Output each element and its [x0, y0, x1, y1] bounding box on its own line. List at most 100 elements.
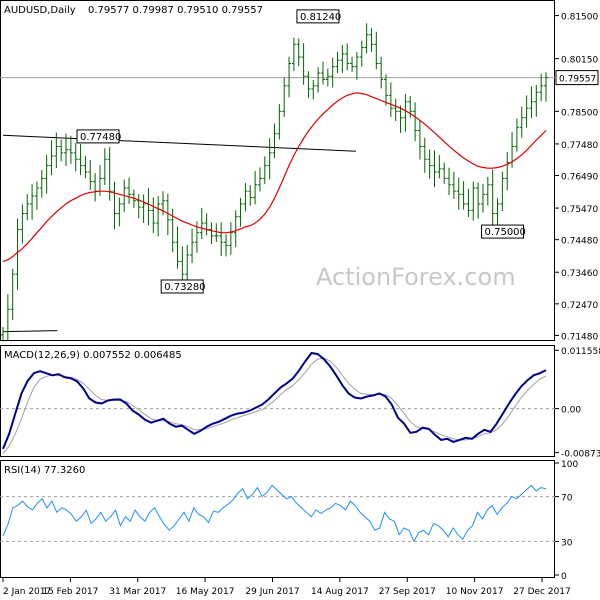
price-tick-label: 0.80150 [561, 56, 598, 66]
macd-tick-label: -0.00873 [561, 450, 600, 460]
price-bar [141, 194, 146, 223]
macd-tick-label: 0.011558 [561, 347, 600, 357]
price-bar [325, 68, 330, 87]
x-tick-label: 29 Jun 2017 [245, 587, 299, 597]
price-bar [427, 149, 432, 179]
x-tick-label: 16 May 2017 [176, 587, 235, 597]
price-bar [49, 140, 54, 176]
price-bar [112, 181, 117, 230]
price-bar [442, 162, 447, 184]
rsi-tick-label: 70 [561, 494, 573, 504]
price-bar [233, 210, 238, 248]
chart-symbol: AUDUSD,Daily [4, 5, 76, 16]
price-tick-label: 0.75470 [561, 205, 598, 215]
rsi-lines [2, 484, 547, 543]
price-tick-label: 0.73460 [561, 269, 598, 279]
price-bar [83, 155, 88, 179]
watermark: ActionForex.com [316, 263, 516, 291]
price-bar [272, 123, 277, 158]
annotation-label: 0.75000 [485, 227, 526, 238]
price-tick-label: 0.72470 [561, 301, 598, 311]
x-tick-label: 15 Feb 2017 [42, 587, 98, 597]
price-bar [209, 222, 214, 245]
price-bar [335, 51, 340, 74]
price-bar [287, 56, 292, 98]
price-bar [350, 56, 355, 72]
price-bar [15, 218, 20, 290]
annotation-box [296, 9, 340, 24]
price-bar [354, 51, 359, 80]
price-bar [44, 154, 49, 194]
price-bar [257, 167, 262, 192]
x-tick-label: 27 Sep 2017 [379, 587, 436, 597]
macd-main-line [2, 351, 547, 450]
price-panel-frame [0, 0, 555, 341]
price-bar [432, 150, 437, 188]
price-bar [214, 223, 219, 242]
price-annotation: 0.73280 [160, 279, 206, 294]
price-bar [544, 72, 548, 102]
price-bar [330, 57, 335, 88]
macd-lines [2, 351, 547, 455]
price-bar [296, 38, 301, 67]
price-tick-label: 0.81500 [561, 13, 598, 23]
price-tick-label: 0.76490 [561, 173, 598, 183]
price-bar [253, 170, 258, 205]
price-bar [379, 56, 384, 89]
price-bar [320, 61, 325, 85]
price-bar [25, 194, 30, 221]
price-bar [30, 184, 35, 220]
price-bar [451, 171, 456, 199]
x-tick-label: 27 Dec 2017 [513, 587, 571, 597]
price-bar [345, 43, 350, 71]
x-tick-label: 2 Jan 2017 [3, 587, 51, 597]
price-bar [73, 143, 78, 172]
macd-signal-line [2, 357, 547, 455]
rsi-tick-label: 0 [561, 572, 567, 582]
price-annotation: 0.75000 [481, 224, 526, 239]
price-bar [68, 135, 73, 164]
annotation-box [76, 129, 120, 144]
price-bar [267, 138, 272, 180]
x-tick-label: 10 Nov 2017 [446, 587, 504, 597]
price-bar [59, 139, 64, 162]
price-bar [393, 98, 398, 122]
price-bar [282, 77, 287, 118]
current-price-label: 0.79557 [559, 75, 596, 85]
price-bar [34, 181, 39, 210]
price-bar [64, 133, 69, 167]
price-bar [311, 80, 316, 100]
rsi-tick-label: 30 [561, 538, 573, 548]
price-bar [340, 44, 345, 73]
price-y-axis: 0.81500 0.80150 0.78500 0.77480 0.76490 0.754… [555, 13, 599, 342]
rsi-line [2, 484, 547, 543]
price-bar [524, 95, 529, 128]
price-bar [190, 228, 195, 263]
rsi-levels [0, 496, 555, 542]
price-bar [422, 137, 427, 173]
price-annotation: 0.81240 [296, 9, 341, 24]
price-bar [519, 106, 524, 138]
rsi-panel-frame [0, 460, 555, 578]
rsi-title: RSI(14) 77.3260 [4, 465, 85, 476]
price-bar [539, 73, 544, 102]
annotation-label: 0.77480 [80, 132, 121, 143]
price-bar [466, 188, 471, 217]
price-bar [534, 85, 539, 117]
price-bar [54, 132, 59, 169]
price-bar [291, 37, 296, 71]
price-bar [364, 23, 369, 54]
price-moving-average [2, 92, 547, 262]
price-bar [262, 156, 267, 185]
moving-average-line [2, 92, 547, 262]
macd-title: MACD(12,26,9) 0.007552 0.006485 [4, 350, 182, 361]
price-bar [403, 93, 408, 132]
price-bar [1, 326, 5, 342]
price-bar [238, 197, 243, 227]
price-bar [447, 167, 452, 196]
price-bar [500, 171, 505, 212]
x-tick-label: 31 Mar 2017 [109, 587, 166, 597]
price-tick-label: 0.71480 [561, 332, 598, 342]
price-bar [127, 177, 132, 204]
